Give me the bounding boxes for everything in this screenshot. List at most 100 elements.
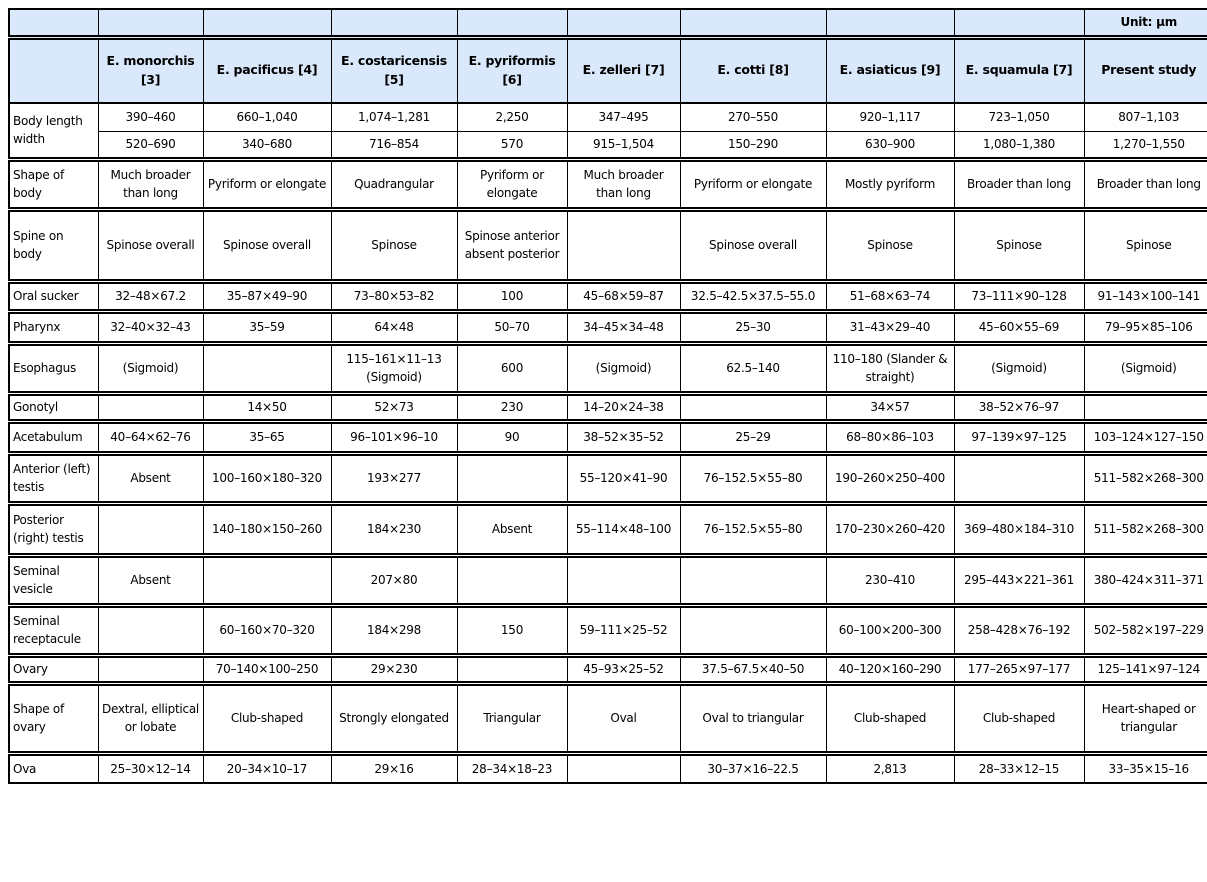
unit-row-cell — [330, 8, 458, 38]
unit-row-cell — [97, 8, 204, 38]
table-cell: 14×50 — [202, 390, 332, 422]
table-cell: 340–680 — [202, 130, 332, 160]
table-cell: 29×230 — [330, 652, 458, 684]
table-cell: 55–114×48–100 — [566, 500, 681, 556]
table-cell: Absent — [97, 552, 204, 606]
table-cell — [679, 390, 827, 422]
table-cell — [456, 652, 568, 684]
table-cell — [456, 552, 568, 606]
table-cell: Club-shaped — [825, 680, 955, 754]
row-label: Ova — [8, 750, 99, 784]
table-row: Pharynx 32–40×32–43 35–59 64×48 50–70 34–45×3… — [8, 308, 1207, 344]
table-cell: 270–550 — [679, 102, 827, 132]
table-cell: 59–111×25–52 — [566, 602, 681, 656]
table-cell — [97, 390, 204, 422]
table-cell: 716–854 — [330, 130, 458, 160]
table-row: Oral sucker 32–48×67.2 35–87×49–90 73–80×53… — [8, 278, 1207, 312]
table-cell: Spinose — [1083, 206, 1207, 282]
table-cell: 60–160×70–320 — [202, 602, 332, 656]
table-cell: 32.5–42.5×37.5–55.0 — [679, 278, 827, 312]
unit-row-cell — [825, 8, 955, 38]
column-header: E. asiaticus [9] — [825, 34, 955, 104]
table-cell: 73–111×90–128 — [953, 278, 1085, 312]
species-comparison-table: Unit: μm E. monorchis [3] E. pacificus [… — [8, 8, 1207, 784]
table-cell: 570 — [456, 130, 568, 160]
table-cell: 110–180 (Slander & straight) — [825, 340, 955, 394]
table-cell: 140–180×150–260 — [202, 500, 332, 556]
table-cell: 295–443×221–361 — [953, 552, 1085, 606]
table-cell — [202, 552, 332, 606]
table-cell: 184×298 — [330, 602, 458, 656]
table-row: Gonotyl 14×50 52×73 230 14–20×24–38 34×57 38–5… — [8, 390, 1207, 422]
table-row: Shape of body Much broader than long Pyrif… — [8, 156, 1207, 210]
table-cell: 28–33×12–15 — [953, 750, 1085, 784]
table-cell: Spinose — [330, 206, 458, 282]
table-row: Ova 25–30×12–14 20–34×10–17 29×16 28–34×18–2… — [8, 750, 1207, 784]
table-cell: 520–690 — [97, 130, 204, 160]
table-cell: 38–52×35–52 — [566, 418, 681, 454]
table-row: Shape of ovary Dextral, elliptical or lob… — [8, 680, 1207, 754]
table-cell: 807–1,103 — [1083, 102, 1207, 132]
table-cell: 25–29 — [679, 418, 827, 454]
table-row: Esophagus (Sigmoid) 115–161×11–13 (Sigmoid… — [8, 340, 1207, 394]
row-label: Oral sucker — [8, 278, 99, 312]
table-cell: 207×80 — [330, 552, 458, 606]
table-cell: 920–1,117 — [825, 102, 955, 132]
table-cell: 31–43×29–40 — [825, 308, 955, 344]
row-label: Body length width — [8, 102, 99, 160]
table-cell — [566, 206, 681, 282]
unit-row-cell — [566, 8, 681, 38]
table-cell: 511–582×268–300 — [1083, 500, 1207, 556]
table-cell: 184×230 — [330, 500, 458, 556]
table-cell — [1083, 390, 1207, 422]
table-row: 520–690 340–680 716–854 570 915–1,504 150–290… — [9, 130, 1207, 160]
table-cell: 35–65 — [202, 418, 332, 454]
table-cell: Club-shaped — [202, 680, 332, 754]
table-cell: 100 — [456, 278, 568, 312]
table-row: Posterior (right) testis 140–180×150–260 1… — [8, 500, 1207, 556]
column-header: E. squamula [7] — [953, 34, 1085, 104]
table-cell: 347–495 — [566, 102, 681, 132]
table-cell: Strongly elongated — [330, 680, 458, 754]
unit-label: Unit: μm — [1083, 8, 1207, 38]
table-cell — [953, 450, 1085, 504]
table-cell: 34–45×34–48 — [566, 308, 681, 344]
table-row: Anterior (left) testis Absent 100–160×180–… — [8, 450, 1207, 504]
table-cell: 64×48 — [330, 308, 458, 344]
table-cell: 52×73 — [330, 390, 458, 422]
table-cell: Much broader than long — [97, 156, 204, 210]
table-cell: 100–160×180–320 — [202, 450, 332, 504]
table-cell: 230 — [456, 390, 568, 422]
table-cell: 40–64×62–76 — [97, 418, 204, 454]
table-cell: 60–100×200–300 — [825, 602, 955, 656]
table-cell — [202, 340, 332, 394]
row-label: Shape of body — [8, 156, 99, 210]
table-cell: 91–143×100–141 — [1083, 278, 1207, 312]
table-cell: 193×277 — [330, 450, 458, 504]
table-cell: 258–428×76–192 — [953, 602, 1085, 656]
column-header: E. zelleri [7] — [566, 34, 681, 104]
table-cell: 660–1,040 — [202, 102, 332, 132]
unit-row-cell — [679, 8, 827, 38]
table-cell: 55–120×41–90 — [566, 450, 681, 504]
row-label: Spine on body — [8, 206, 99, 282]
table-cell: 380–424×311–371 — [1083, 552, 1207, 606]
table-header: Unit: μm E. monorchis [3] E. pacificus [… — [8, 8, 1207, 104]
table-cell: 511–582×268–300 — [1083, 450, 1207, 504]
table-cell: 30–37×16–22.5 — [679, 750, 827, 784]
table-cell: 45–93×25–52 — [566, 652, 681, 684]
row-label: Ovary — [8, 652, 99, 684]
table-cell: 90 — [456, 418, 568, 454]
table-body: Body length width 390–460 660–1,040 1,074–1… — [8, 102, 1207, 784]
table-cell: 1,270–1,550 — [1083, 130, 1207, 160]
table-cell: 32–40×32–43 — [97, 308, 204, 344]
table-cell: Mostly pyriform — [825, 156, 955, 210]
column-header — [8, 34, 99, 104]
table-cell: Pyriform or elongate — [456, 156, 568, 210]
table-cell: (Sigmoid) — [97, 340, 204, 394]
table-cell: Oval — [566, 680, 681, 754]
table-cell: 76–152.5×55–80 — [679, 500, 827, 556]
table-cell: Spinose overall — [202, 206, 332, 282]
table-cell: 103–124×127–150 — [1083, 418, 1207, 454]
table-cell: 369–480×184–310 — [953, 500, 1085, 556]
